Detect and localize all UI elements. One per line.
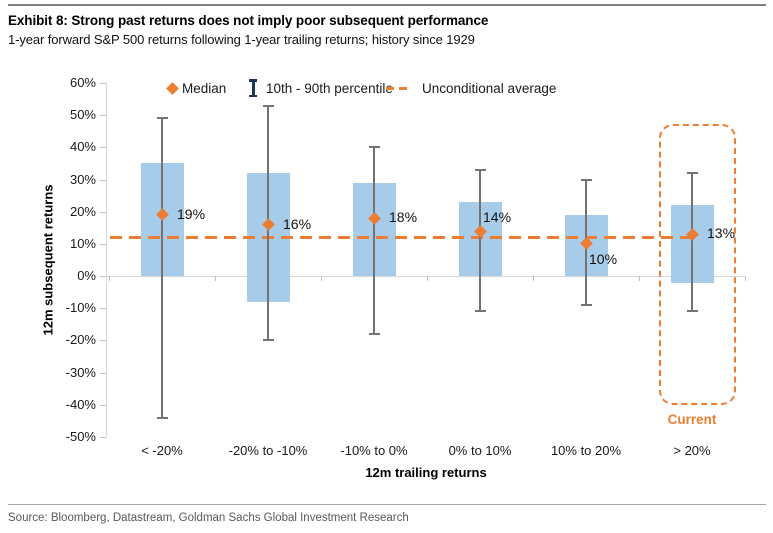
whisker-cap-bottom [262,339,274,342]
y-tick [100,115,106,117]
whisker-line [373,147,375,334]
y-tick-label: -20% [65,332,96,348]
whisker-cap-top [686,172,698,175]
y-tick [100,147,106,149]
whisker-cap-bottom [156,416,168,419]
y-tick-label: 30% [69,171,96,187]
top-divider [8,4,766,6]
whisker-cap-bottom [368,333,380,336]
y-tick [100,276,106,278]
y-tick [100,243,106,245]
x-tick [109,276,110,282]
x-axis-title: 12m trailing returns [365,465,487,480]
whisker-line [479,169,481,312]
y-tick-label: 50% [69,107,96,123]
x-tick-label: > 20% [673,443,711,458]
whisker-cap-top [262,104,274,107]
y-tick [100,437,106,438]
x-tick [215,276,216,282]
y-tick [100,83,106,84]
median-label: 14% [483,209,512,226]
y-tick-label: -30% [65,364,96,380]
errorbar-cap-bottom [249,94,257,97]
y-tick-label: 0% [77,268,96,284]
median-label: 16% [283,215,312,232]
y-axis-line [106,83,107,437]
x-tick-label: < -20% [141,443,183,458]
whisker-cap-bottom [474,310,486,313]
legend-average-label: Unconditional average [422,81,557,96]
whisker-cap-top [580,178,592,181]
whisker-cap-top [156,117,168,120]
x-tick [639,276,640,282]
whisker-cap-top [368,146,380,149]
exhibit-subtitle: 1-year forward S&P 500 returns following… [8,32,475,47]
y-tick-label: 10% [69,235,96,251]
whisker-line [691,173,693,312]
exhibit-title: Exhibit 8: Strong past returns does not … [8,13,489,28]
y-tick-label: 60% [69,75,96,90]
source-divider [8,504,766,505]
whisker-cap-bottom [686,310,698,313]
zero-gridline [106,276,745,278]
x-tick [321,276,322,282]
x-tick-label: 0% to 10% [448,443,512,458]
x-tick [427,276,428,282]
median-label: 18% [389,209,418,226]
current-box [659,124,736,405]
median-label: 13% [707,225,736,242]
median-label: 10% [589,250,618,267]
y-tick [100,372,106,374]
errorbar-line [252,79,255,97]
x-tick-label: 10% to 20% [550,443,622,458]
unconditional-average-line [110,235,692,239]
median-label: 19% [177,205,206,222]
errorbar-cap-top [249,79,257,82]
y-tick-label: 20% [69,203,96,219]
source-text: Source: Bloomberg, Datastream, Goldman S… [8,512,409,524]
x-tick [533,276,534,282]
legend-percentile-label: 10th - 90th percentile [266,81,393,96]
current-label: Current [667,412,717,427]
y-tick [100,179,106,181]
whisker-cap-top [474,168,486,171]
legend-errorbar-icon [247,79,259,97]
whisker-line [161,118,163,418]
whisker-cap-bottom [580,304,592,307]
y-tick-label: -40% [65,396,96,412]
x-tick-label: -20% to -10% [228,443,308,458]
y-tick [100,404,106,406]
y-tick [100,211,106,213]
x-tick [745,276,746,282]
y-tick [100,308,106,310]
y-tick-label: -10% [65,300,96,316]
y-tick-label: -50% [65,429,96,444]
legend-dashed-line-icon [386,87,412,90]
y-tick-label: 40% [69,139,96,155]
x-tick-label: -10% to 0% [340,443,408,458]
legend-median-label: Median [182,81,227,96]
y-tick [100,340,106,342]
y-axis-title: 12m subsequent returns [40,184,56,336]
